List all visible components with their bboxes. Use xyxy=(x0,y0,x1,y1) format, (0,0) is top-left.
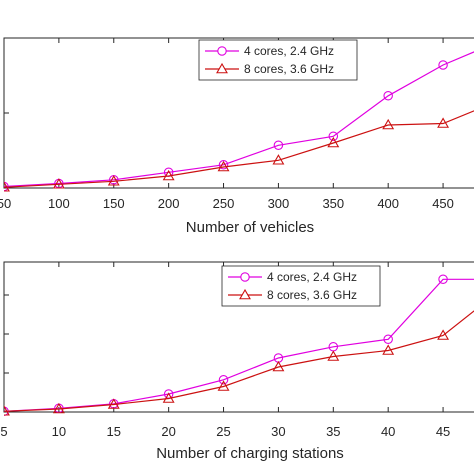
series-1-point xyxy=(218,374,229,385)
series-1-point xyxy=(438,60,448,70)
x-tick-label: 30 xyxy=(271,424,285,439)
series-1-point xyxy=(438,274,448,284)
plot-area xyxy=(4,51,474,192)
series-2-point xyxy=(162,392,175,403)
x-tick-label: 20 xyxy=(161,424,175,439)
legend-box xyxy=(221,265,381,307)
x-tick-label: 250 xyxy=(213,196,235,211)
legend-label: 8 cores, 3.6 GHz xyxy=(267,288,357,302)
series-2-point xyxy=(272,360,285,372)
x-tick-label: 50 xyxy=(0,196,11,211)
legend-marker-triangle xyxy=(239,288,251,300)
x-axis-title: Number of vehicles xyxy=(186,219,314,236)
x-tick-label: 25 xyxy=(216,424,230,439)
x-tick-label: 300 xyxy=(268,196,290,211)
plot-area xyxy=(4,274,474,416)
series-line-1 xyxy=(4,278,474,412)
series-2-point xyxy=(162,169,175,181)
legend-label: 4 cores, 2.4 GHz xyxy=(267,270,357,284)
x-axis-title: Number of charging stations xyxy=(156,445,344,462)
plot-frame xyxy=(3,261,474,413)
series-2-point xyxy=(272,154,285,165)
legend-label: 4 cores, 2.4 GHz xyxy=(244,44,334,58)
legend-marker-circle xyxy=(217,46,227,56)
series-2-point xyxy=(327,350,340,361)
legend: 4 cores, 2.4 GHz 8 cores, 3.6 GHz xyxy=(198,39,358,81)
series-2-point xyxy=(217,380,230,391)
legend: 4 cores, 2.4 GHz 8 cores, 3.6 GHz xyxy=(221,265,381,307)
x-tick-label: 40 xyxy=(381,424,395,439)
x-tick-label: 400 xyxy=(377,196,399,211)
chart-panel-2: 5 10 15 20 25 30 35 40 45 Number of charging stat… xyxy=(0,261,474,462)
series-2-point xyxy=(327,136,340,148)
series-2-point xyxy=(217,160,230,172)
series-2-point xyxy=(4,405,10,416)
x-tick-label: 15 xyxy=(107,424,121,439)
x-tick-label: 200 xyxy=(158,196,180,211)
series-2-point xyxy=(52,178,65,189)
x-tick-label: 35 xyxy=(326,424,340,439)
series-2-point xyxy=(382,344,395,355)
series-2-point xyxy=(437,329,450,340)
x-tick-label: 5 xyxy=(0,424,7,439)
series-line-2 xyxy=(4,110,474,188)
series-2-point xyxy=(437,117,450,128)
series-2-point xyxy=(382,118,395,130)
x-tick-label: 450 xyxy=(432,196,454,211)
series-line-2 xyxy=(4,310,474,412)
x-tick-label: 350 xyxy=(322,196,344,211)
series-1-point xyxy=(383,334,393,344)
series-2-point xyxy=(52,402,65,414)
series-2-point xyxy=(4,181,10,192)
x-tick-label: 150 xyxy=(103,196,125,211)
series-1-point xyxy=(383,91,393,101)
x-tick-label: 45 xyxy=(436,424,450,439)
legend-marker-triangle xyxy=(216,62,228,74)
series-2-point xyxy=(107,398,120,409)
series-1-point xyxy=(218,160,229,170)
legend-box xyxy=(198,39,358,81)
legend-marker-circle xyxy=(240,272,250,282)
x-tick-label: 100 xyxy=(48,196,70,211)
legend-label: 8 cores, 3.6 GHz xyxy=(244,62,334,76)
series-2-point xyxy=(107,175,120,186)
series-1-point xyxy=(328,131,339,142)
x-tick-label: 10 xyxy=(52,424,66,439)
chart-panel-1: 50 100 150 200 250 300 350 400 450 Number of vehi… xyxy=(0,37,474,236)
series-line-1 xyxy=(4,51,474,188)
series-1-point xyxy=(273,140,284,151)
